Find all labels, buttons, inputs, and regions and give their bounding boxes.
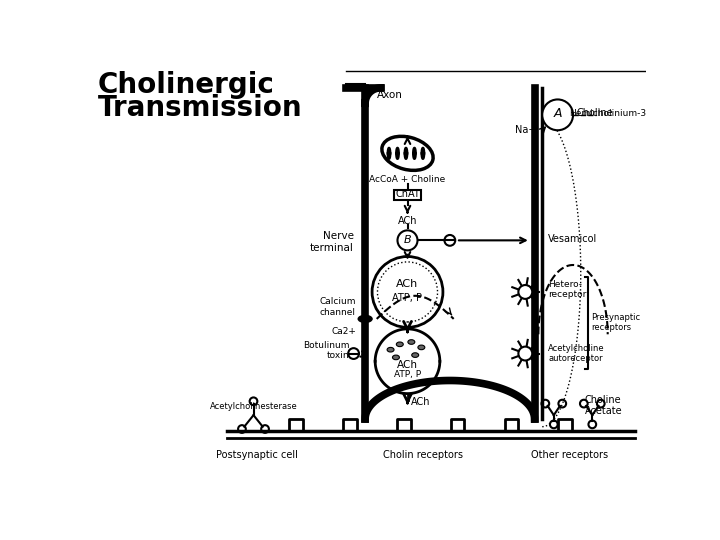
Circle shape <box>518 347 532 361</box>
Text: Axon: Axon <box>377 90 402 100</box>
Text: Calcium
channel: Calcium channel <box>320 297 356 316</box>
Text: Other receptors: Other receptors <box>531 450 608 460</box>
Text: AcCoA + Choline: AcCoA + Choline <box>369 175 446 184</box>
Text: ACh: ACh <box>397 279 418 289</box>
Text: Acetate: Acetate <box>585 406 622 416</box>
Circle shape <box>397 231 418 251</box>
Text: Transmission: Transmission <box>98 94 302 122</box>
Text: Nerve
terminal: Nerve terminal <box>310 231 354 253</box>
Text: Ca2+: Ca2+ <box>331 327 356 335</box>
Ellipse shape <box>408 340 415 345</box>
Ellipse shape <box>387 347 394 352</box>
Text: Hemicholinium-3: Hemicholinium-3 <box>569 109 647 118</box>
Text: Na+: Na+ <box>515 125 536 135</box>
Circle shape <box>542 99 573 130</box>
Ellipse shape <box>412 353 418 357</box>
Text: B: B <box>404 234 411 245</box>
Text: Vesamicol: Vesamicol <box>549 234 598 244</box>
Text: Postsynaptic cell: Postsynaptic cell <box>217 450 298 460</box>
Ellipse shape <box>392 355 400 360</box>
Text: ATP, P: ATP, P <box>392 293 423 303</box>
Ellipse shape <box>359 315 372 322</box>
Text: Botulinum
toxin: Botulinum toxin <box>303 341 350 360</box>
Text: Choline: Choline <box>585 395 621 405</box>
Text: Hetero-
receptor: Hetero- receptor <box>549 280 587 299</box>
Ellipse shape <box>396 342 403 347</box>
Circle shape <box>518 285 532 299</box>
Text: Cholin receptors: Cholin receptors <box>383 450 463 460</box>
Text: Cholinergic: Cholinergic <box>98 71 275 99</box>
Text: Acetylcholinesterase: Acetylcholinesterase <box>210 402 297 411</box>
Circle shape <box>372 256 443 327</box>
Text: Presynaptic
receptors: Presynaptic receptors <box>590 313 640 333</box>
Text: ACh: ACh <box>411 397 431 408</box>
Text: ACh: ACh <box>397 360 418 370</box>
Circle shape <box>444 235 455 246</box>
Text: ATP, P: ATP, P <box>394 370 421 379</box>
Circle shape <box>348 348 359 359</box>
Ellipse shape <box>418 345 425 350</box>
Text: ChAT: ChAT <box>395 189 420 199</box>
FancyBboxPatch shape <box>395 190 420 200</box>
Text: Choline: Choline <box>577 107 613 118</box>
Text: A: A <box>554 107 562 120</box>
Text: Acetylcholine
autoreceptor: Acetylcholine autoreceptor <box>549 344 605 363</box>
Text: ACh: ACh <box>397 217 418 226</box>
